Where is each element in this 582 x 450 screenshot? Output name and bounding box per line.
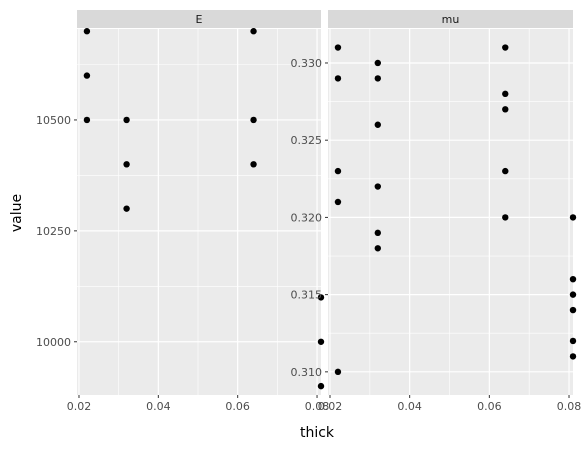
data-point — [374, 59, 381, 67]
data-point — [374, 75, 381, 82]
data-point — [569, 353, 577, 360]
y-axis-title: value — [9, 194, 25, 232]
data-point — [569, 306, 577, 314]
data-point — [83, 72, 91, 79]
y-tick-label: 0.315 — [291, 289, 323, 302]
data-point — [569, 291, 577, 298]
strip-background — [328, 10, 573, 28]
data-point — [250, 116, 257, 124]
x-axis-title: thick — [300, 425, 335, 441]
data-point — [250, 161, 257, 168]
panel-background — [77, 29, 321, 395]
data-point — [569, 337, 577, 345]
y-tick-label: 0.310 — [291, 366, 323, 379]
strip-label: mu — [442, 13, 460, 26]
x-tick-label: 0.02 — [67, 400, 92, 413]
data-point — [334, 44, 342, 51]
data-point — [502, 167, 509, 175]
y-tick-label: 10500 — [36, 114, 71, 127]
x-tick-label: 0.08 — [557, 400, 582, 413]
data-point — [317, 338, 325, 345]
data-point — [569, 214, 577, 221]
data-point — [334, 368, 342, 376]
data-point — [317, 294, 325, 301]
data-point — [374, 183, 381, 190]
data-point — [502, 44, 509, 51]
data-point — [250, 28, 257, 35]
x-tick-label: 0.06 — [225, 400, 250, 413]
x-tick-label: 0.06 — [477, 400, 502, 413]
x-tick-label: 0.04 — [146, 400, 171, 413]
x-tick-label: 0.02 — [318, 400, 343, 413]
data-point — [123, 116, 130, 124]
panel-background — [328, 29, 573, 395]
y-tick-label: 10250 — [36, 225, 71, 238]
strip-background — [77, 10, 321, 28]
x-tick-label: 0.08 — [305, 400, 330, 413]
data-point — [317, 382, 325, 390]
panel-mu: mu 0.02 0.04 0.06 0.08 0.310 0.315 0.320 0.325 0.… — [291, 10, 582, 413]
data-point — [374, 121, 381, 128]
x-tick-label: 0.04 — [397, 400, 422, 413]
y-tick-label: 0.325 — [291, 134, 323, 147]
data-point — [502, 90, 509, 98]
data-point — [123, 205, 130, 212]
panel-E: E 0.02 0.04 0.06 0.08 10000 10250 10500 — [36, 10, 329, 413]
y-tick-label: 0.330 — [291, 57, 323, 70]
data-point — [123, 161, 130, 168]
data-point — [569, 275, 577, 283]
data-point — [502, 106, 509, 113]
data-point — [374, 229, 381, 237]
data-point — [334, 167, 342, 175]
data-point — [334, 198, 342, 206]
data-point — [83, 116, 91, 124]
data-point — [334, 75, 342, 82]
data-point — [502, 214, 509, 221]
strip-label: E — [196, 13, 203, 26]
data-point — [374, 245, 381, 252]
data-point — [83, 28, 91, 35]
y-tick-label: 10000 — [36, 336, 71, 349]
y-tick-label: 0.320 — [291, 211, 323, 224]
